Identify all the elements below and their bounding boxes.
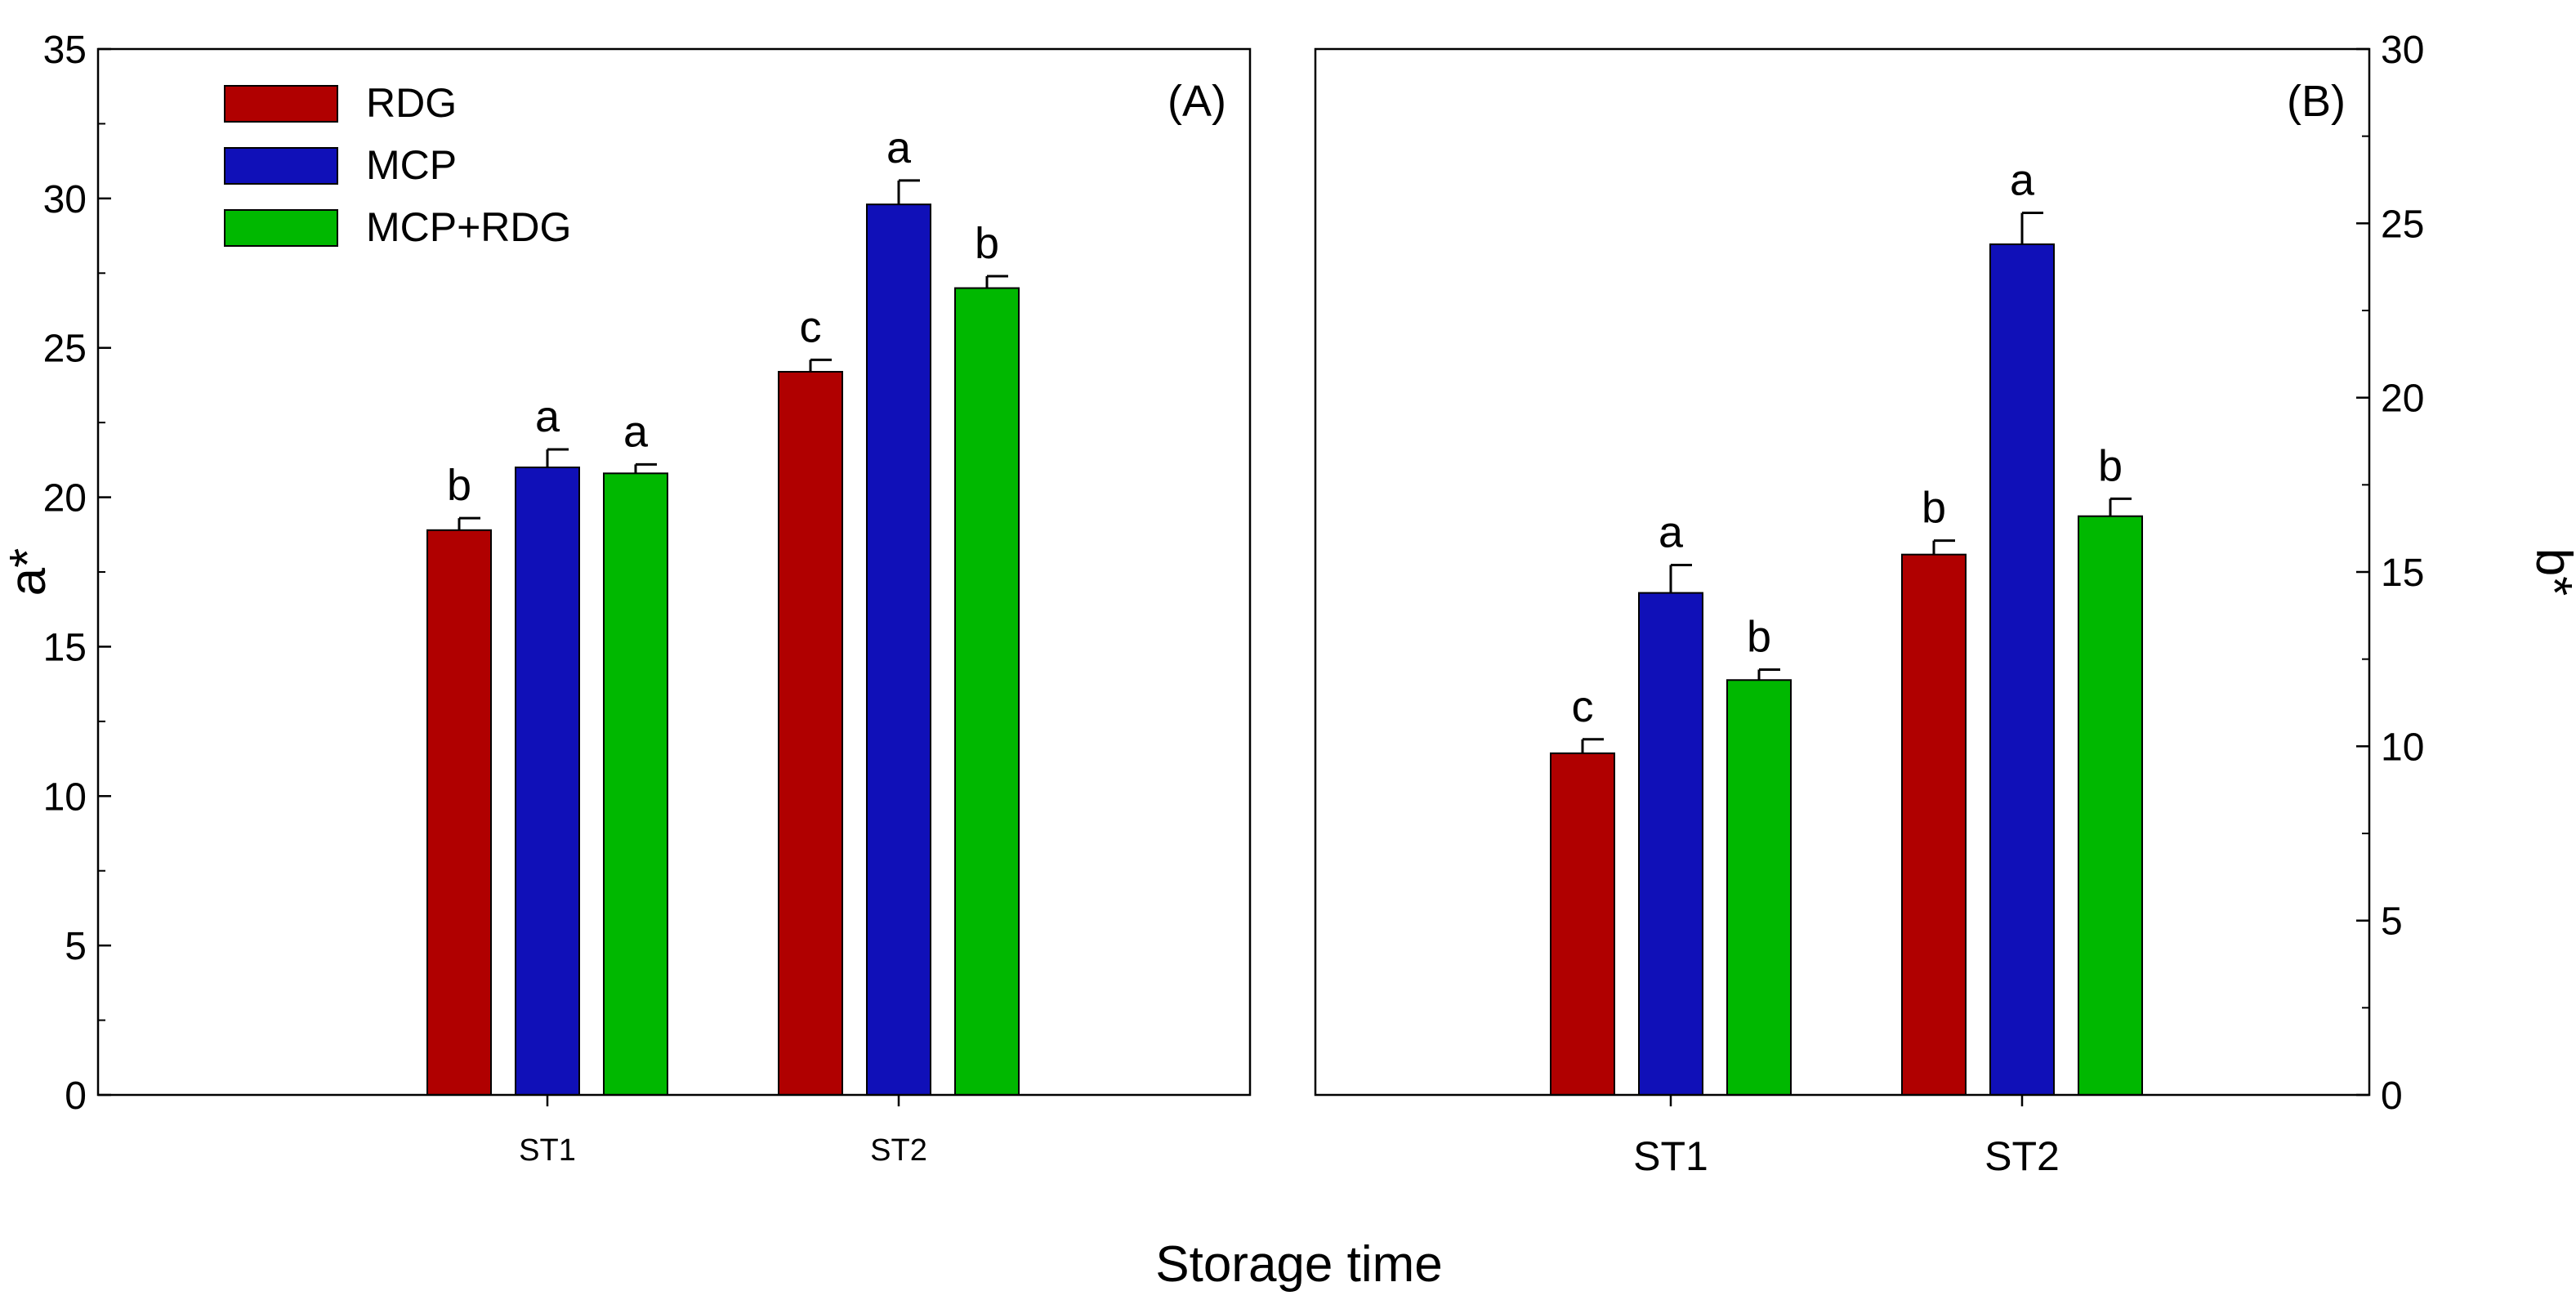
panel-a-bar-rdg-st2 [778, 370, 843, 1096]
panel-b-bar-rdg-st2 [1901, 553, 1967, 1096]
panel-b-bar-mcp-rdg-st2 [2078, 515, 2143, 1096]
legend-label-rdg: RDG [366, 80, 457, 126]
panel-a-significance-letter: a [886, 123, 912, 172]
panel-a-bar-mcp-st2 [866, 203, 931, 1097]
panel-b-chart: c b a a b b 0 5 10 15 20 25 30 ST1 ST2 b* (B) [1314, 29, 2576, 1179]
panel-b-y-tick-label: 20 [2381, 378, 2424, 421]
panel-a-significance-letter: a [535, 392, 560, 441]
panel-a-significance-letter: b [975, 219, 999, 268]
panel-b-significance-letter: c [1572, 682, 1594, 731]
panel-a-y-tick-label: 10 [43, 775, 87, 819]
panel-b-significance-letter: b [2098, 441, 2123, 490]
panel-a-significance-letter: b [447, 461, 471, 510]
panel-b-significance-letter: b [1922, 484, 1946, 533]
panel-a-significance-letter: a [623, 407, 649, 456]
panel-a-y-tick-label: 0 [65, 1074, 87, 1118]
panel-b-bar-rdg-st1 [1550, 752, 1615, 1096]
x-axis-label: Storage time [1155, 1236, 1443, 1293]
panel-a-y-tick-label: 30 [43, 178, 87, 221]
panel-b-y-tick-label: 25 [2381, 203, 2424, 246]
panel-b-bar-mcp-st2 [1989, 243, 2055, 1096]
panel-b-y-tick-label: 5 [2381, 900, 2403, 944]
panel-b-x-tick-label: ST2 [1984, 1133, 2060, 1179]
panel-a-x-tick-label: ST1 [519, 1133, 576, 1168]
legend-swatch-mcp [224, 147, 338, 185]
legend-label-mcp: MCP [366, 142, 457, 188]
panel-b-y-tick-label: 15 [2381, 552, 2424, 595]
panel-b-y-tick-label: 10 [2381, 726, 2424, 769]
panel-a-y-axis-label: a* [0, 548, 56, 596]
panel-a-significance-letter: c [800, 302, 822, 351]
panel-a-y-tick-label: 25 [43, 328, 87, 371]
panel-b-bar-mcp-st1 [1638, 592, 1703, 1096]
panel-a-y-tick-label: 35 [43, 29, 87, 72]
panel-a-bar-mcp-rdg-st2 [954, 287, 1020, 1097]
panel-a-bar-mcp-st1 [515, 467, 580, 1096]
panel-b-y-tick-label: 30 [2381, 29, 2424, 72]
panel-a-x-tick-label: ST2 [870, 1133, 927, 1168]
panel-a-bar-rdg-st1 [426, 529, 492, 1096]
legend-swatch-mcp-rdg [224, 209, 338, 247]
legend-swatch-rdg [224, 85, 338, 123]
panel-b-x-tick-label: ST1 [1633, 1133, 1708, 1179]
panel-a-plot-frame [96, 47, 1252, 1097]
panel-a-bar-mcp-rdg-st1 [603, 472, 668, 1096]
panel-b-significance-letter: b [1747, 612, 1771, 661]
panel-b-y-axis-label: b* [2525, 548, 2576, 596]
panel-a-y-tick-label: 15 [43, 626, 87, 669]
panel-b-significance-letter: a [2010, 156, 2035, 205]
panel-a-y-tick-label: 20 [43, 477, 87, 520]
panel-a-panel-label: (A) [1167, 77, 1226, 126]
panel-a-chart: b c a a a b 0 5 10 15 20 25 30 35 ST1 ST2 a* (A) RDG MCP MCP… [0, 29, 1252, 1168]
panel-b-significance-letter: a [1659, 507, 1684, 556]
panel-b-bar-mcp-rdg-st1 [1726, 679, 1792, 1096]
panel-a-y-tick-label: 5 [65, 925, 87, 968]
legend-label-mcp-rdg: MCP+RDG [366, 204, 571, 250]
panel-b-panel-label: (B) [2287, 77, 2346, 126]
panel-b-y-tick-label: 0 [2381, 1074, 2403, 1118]
panel-b-plot-frame [1314, 47, 2371, 1097]
